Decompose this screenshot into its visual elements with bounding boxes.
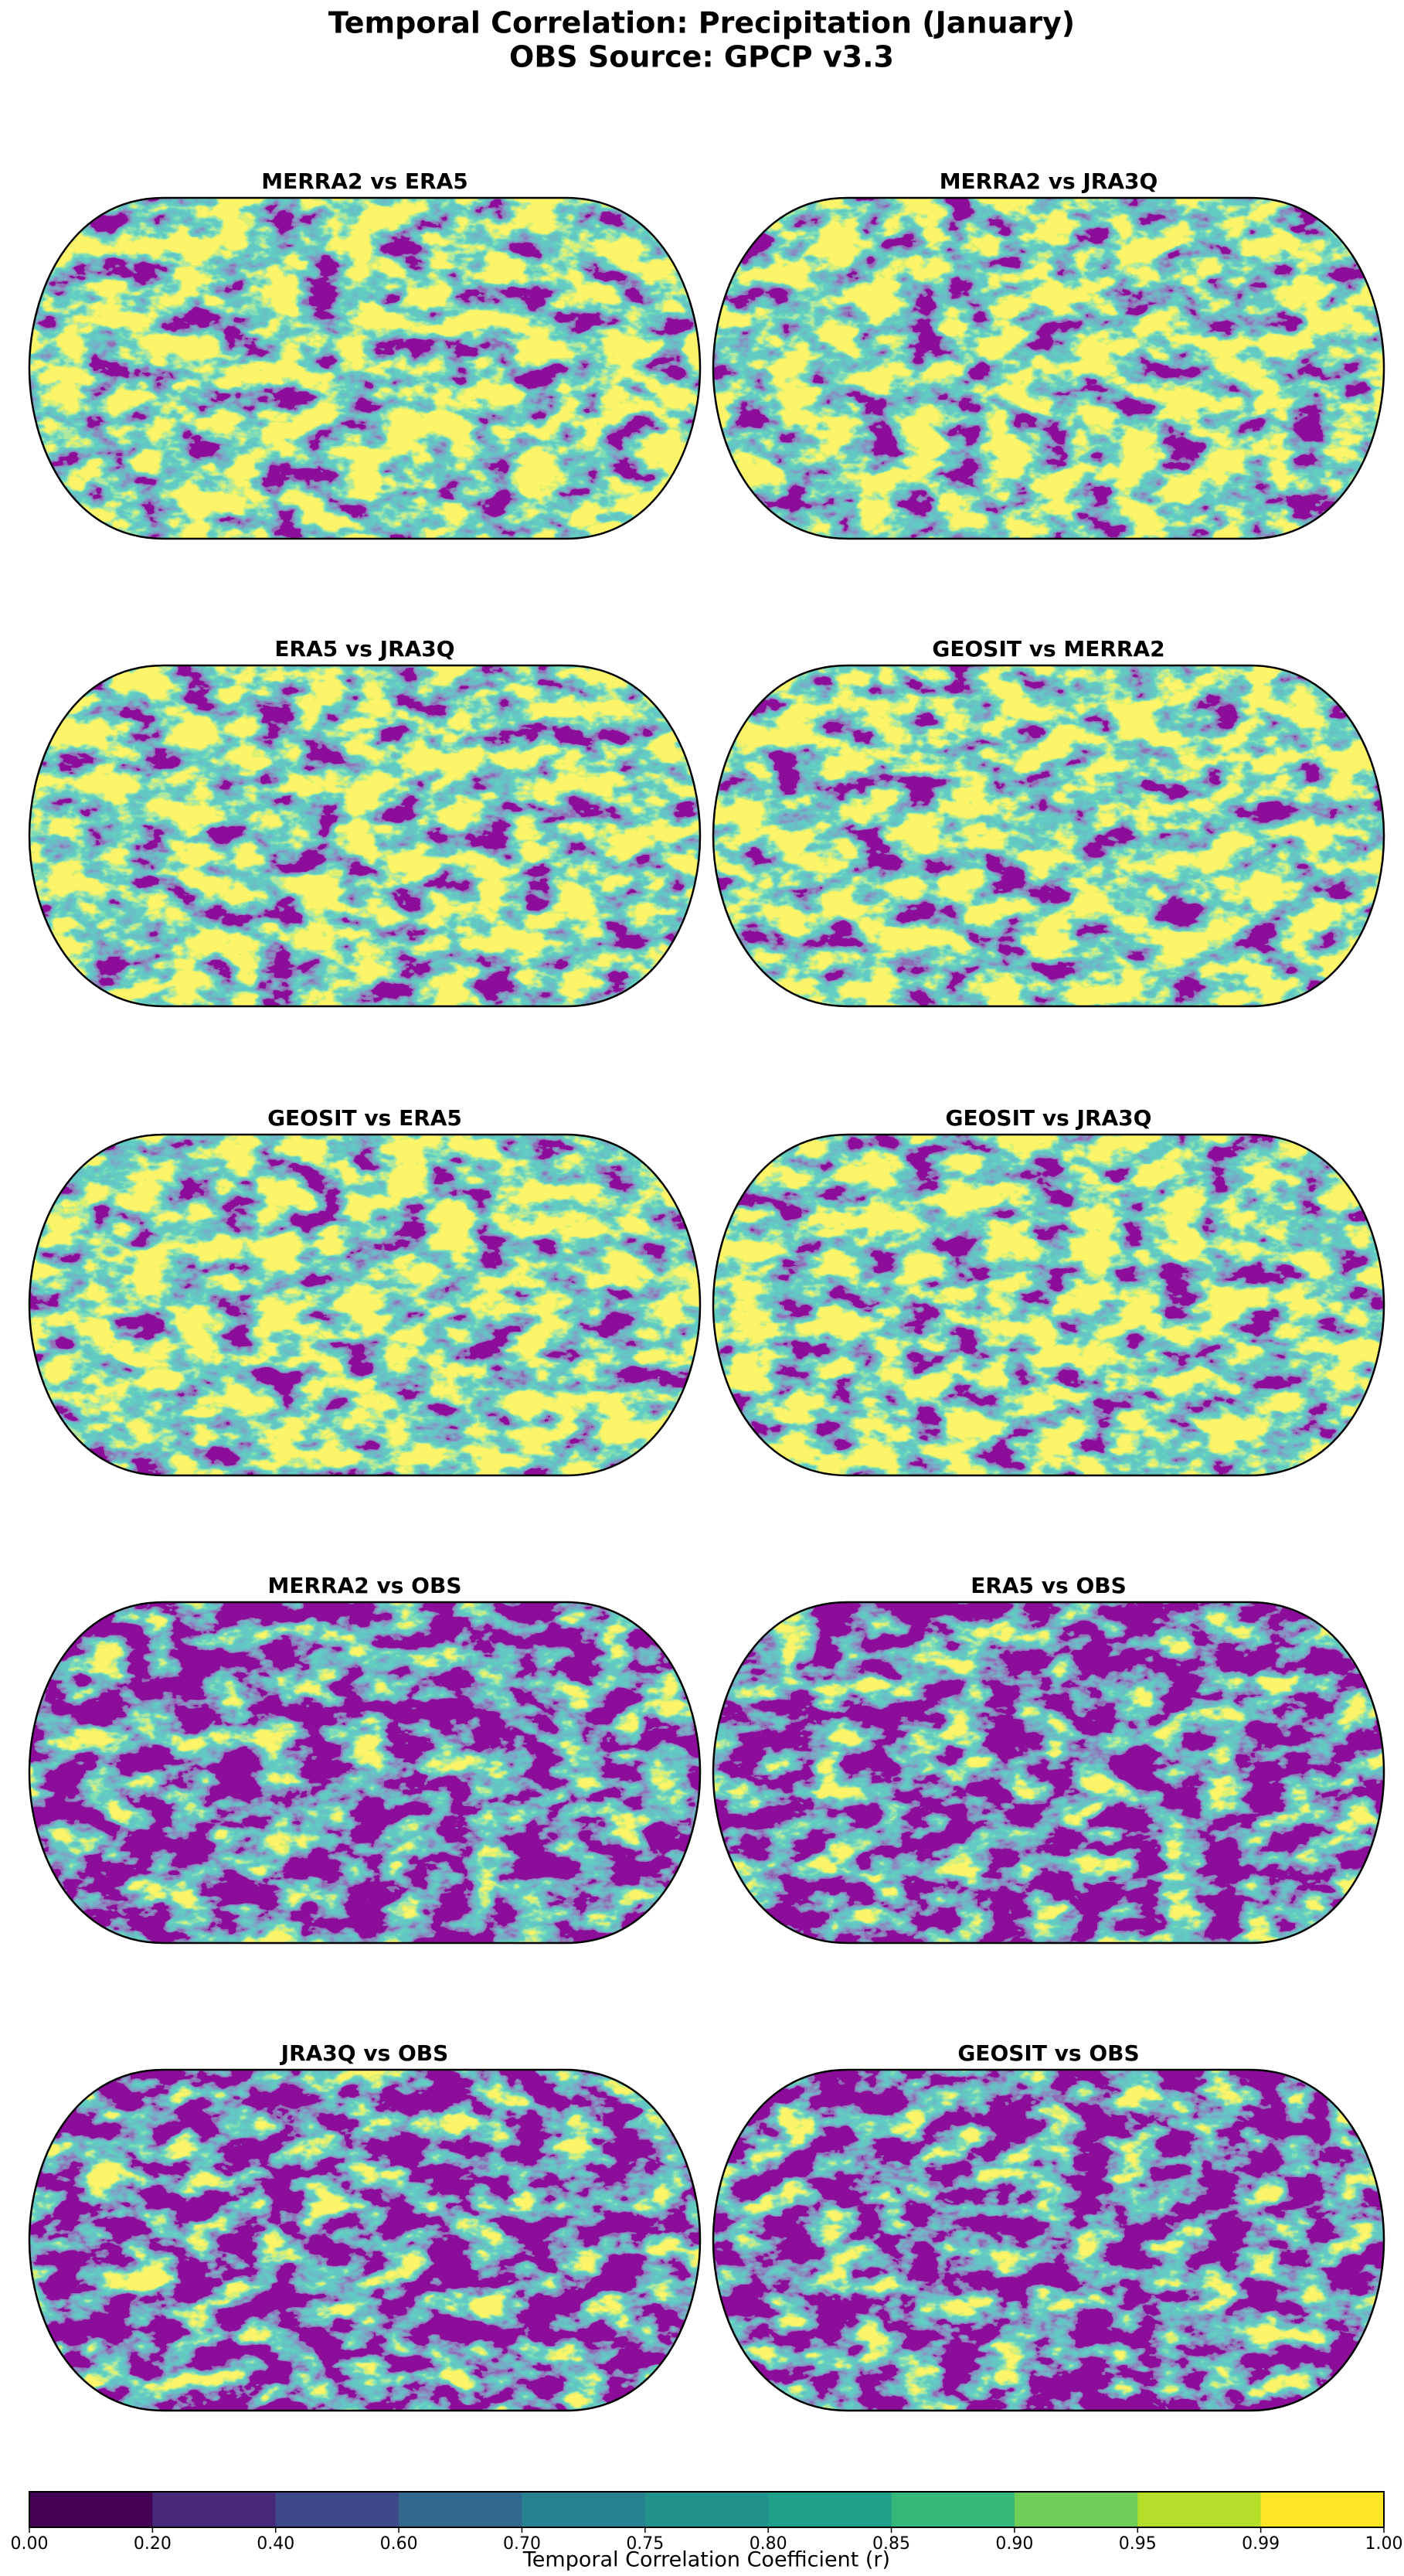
colorbar-segment (275, 2492, 399, 2527)
figure-subtitle: OBS Source: GPCP v3.3 (509, 40, 894, 74)
map-field (713, 665, 1384, 1006)
map-field (713, 2070, 1384, 2411)
colorbar-frame (29, 2491, 1385, 2528)
panel-title: GEOSIT vs ERA5 (267, 1105, 462, 1131)
colorbar-tick-label: 0.40 (257, 2534, 294, 2554)
colorbar-segment (1014, 2492, 1138, 2527)
map-panel: MERRA2 vs OBS (28, 1573, 702, 1945)
colorbar-segment (768, 2492, 892, 2527)
colorbar-tick-label: 0.00 (11, 2534, 49, 2554)
panel-title: ERA5 vs JRA3Q (274, 636, 454, 662)
map-outline (28, 2068, 702, 2412)
panel-title: GEOSIT vs MERRA2 (932, 636, 1164, 662)
colorbar-segment (29, 2492, 153, 2527)
panel-title: MERRA2 vs OBS (268, 1573, 462, 1598)
panel-title: GEOSIT vs OBS (957, 2040, 1139, 2066)
colorbar-tick-label: 0.75 (626, 2534, 664, 2554)
map-panel: JRA3Q vs OBS (28, 2040, 702, 2412)
map-panel: MERRA2 vs ERA5 (28, 168, 702, 540)
panel-title: JRA3Q vs OBS (280, 2040, 449, 2066)
map-outline (712, 1133, 1385, 1477)
map-panel: ERA5 vs OBS (712, 1573, 1385, 1945)
panel-title: GEOSIT vs JRA3Q (946, 1105, 1152, 1131)
panel-title: ERA5 vs OBS (971, 1573, 1127, 1598)
map-panel: GEOSIT vs ERA5 (28, 1105, 702, 1477)
map-outline (712, 196, 1385, 540)
map-panel: ERA5 vs JRA3Q (28, 636, 702, 1008)
colorbar-label: Temporal Correlation Coefficient (r) (522, 2548, 890, 2572)
colorbar-segment (399, 2492, 522, 2527)
colorbar-tick-label: 0.90 (995, 2534, 1033, 2554)
colorbar-tick-label: 0.95 (1119, 2534, 1157, 2554)
map-field (29, 2070, 700, 2411)
map-panel: GEOSIT vs MERRA2 (712, 636, 1385, 1008)
colorbar-tick-label: 0.99 (1242, 2534, 1280, 2554)
map-outline (28, 1133, 702, 1477)
colorbar-tick-label: 0.80 (750, 2534, 787, 2554)
colorbar-tick-label: 0.60 (380, 2534, 418, 2554)
map-outline (28, 664, 702, 1008)
map-field (713, 198, 1384, 539)
colorbar-tick-label: 1.00 (1365, 2534, 1403, 2554)
colorbar-segment (1260, 2492, 1385, 2527)
panel-title: MERRA2 vs JRA3Q (940, 168, 1158, 194)
map-field (29, 1602, 700, 1943)
colorbar-segment (891, 2492, 1015, 2527)
map-outline (712, 2068, 1385, 2412)
colorbar-segment (152, 2492, 277, 2527)
map-field (29, 665, 700, 1006)
map-panel: GEOSIT vs JRA3Q (712, 1105, 1385, 1477)
map-outline (28, 1601, 702, 1945)
map-field (713, 1135, 1384, 1475)
map-field (29, 198, 700, 539)
colorbar-tick-label: 0.85 (872, 2534, 910, 2554)
figure-title: Temporal Correlation: Precipitation (Jan… (328, 6, 1075, 40)
map-panel: MERRA2 vs JRA3Q (712, 168, 1385, 540)
colorbar-tick-label: 0.20 (134, 2534, 172, 2554)
map-outline (712, 664, 1385, 1008)
panel-title: MERRA2 vs ERA5 (261, 168, 468, 194)
colorbar-tick-label: 0.70 (503, 2534, 541, 2554)
colorbar-segment (522, 2492, 646, 2527)
colorbar-segment (644, 2492, 769, 2527)
map-outline (28, 196, 702, 540)
map-field (29, 1135, 700, 1475)
map-field (713, 1602, 1384, 1943)
map-panel: GEOSIT vs OBS (712, 2040, 1385, 2412)
colorbar-segment (1137, 2492, 1262, 2527)
map-outline (712, 1601, 1385, 1945)
